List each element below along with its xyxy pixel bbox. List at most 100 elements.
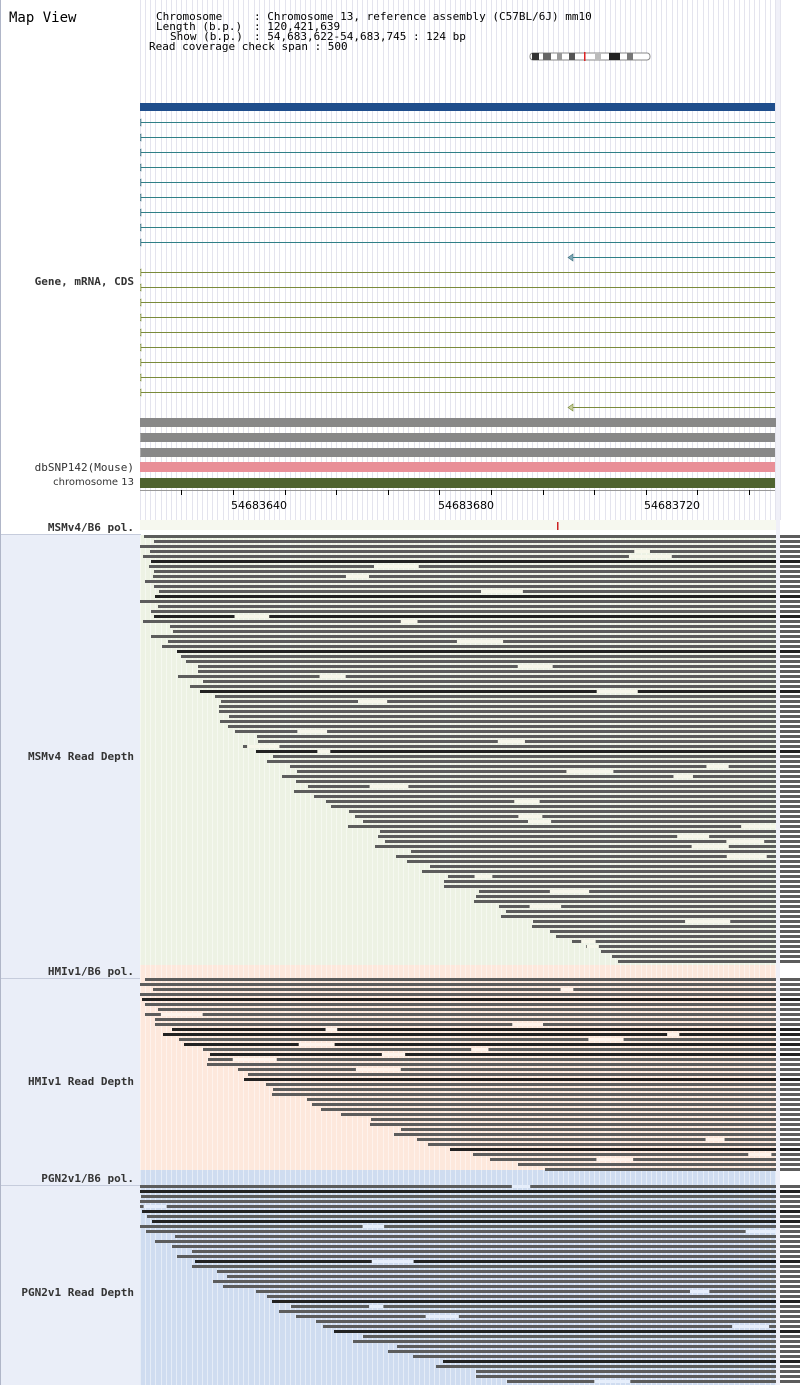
read <box>151 610 800 613</box>
read <box>207 1063 800 1066</box>
mrna-arrow <box>140 193 142 202</box>
grey-bar <box>140 448 775 457</box>
cds-arrow <box>140 268 142 277</box>
app-title: Map View <box>9 10 77 26</box>
read <box>154 570 800 573</box>
read <box>140 1200 800 1203</box>
chromosome-ideogram[interactable] <box>529 52 653 62</box>
read-gap <box>358 700 388 703</box>
read <box>476 1370 800 1373</box>
ruler-tick-label: 54683680 <box>438 499 494 512</box>
read <box>371 1118 800 1121</box>
read <box>443 1360 800 1363</box>
read <box>507 1380 800 1383</box>
read <box>326 800 800 803</box>
read <box>618 960 800 963</box>
read <box>397 1345 800 1348</box>
read-gap <box>497 740 525 743</box>
read-gap <box>594 1380 631 1383</box>
read <box>172 1028 800 1031</box>
read <box>220 720 800 723</box>
read <box>572 940 800 943</box>
chromosome-track-label: chromosome 13 <box>53 477 134 488</box>
read <box>297 770 800 773</box>
read-gap <box>369 1305 384 1308</box>
cds-arrow <box>567 403 574 412</box>
read <box>444 880 800 883</box>
read <box>150 550 800 553</box>
read <box>140 993 800 996</box>
read <box>479 890 800 893</box>
read <box>385 840 800 843</box>
read-gap <box>549 890 590 893</box>
cds-arrow <box>140 373 142 382</box>
read <box>257 735 800 738</box>
read-gap <box>371 1260 414 1263</box>
read-gap <box>566 770 614 773</box>
read <box>143 620 800 623</box>
dbsnp-track-label: dbSNP142(Mouse) <box>34 461 134 474</box>
read <box>154 585 800 588</box>
read <box>190 685 800 688</box>
read <box>422 870 800 873</box>
chromosome-key: Chromosome <box>156 10 223 23</box>
read <box>155 1018 800 1021</box>
read <box>267 760 800 763</box>
read <box>145 580 800 583</box>
read <box>145 1013 800 1016</box>
genome-browser-canvas[interactable]: 54683640 54683680 54683720 <box>140 0 800 1385</box>
read <box>586 945 800 948</box>
polymorphism-mark <box>557 522 559 530</box>
read <box>490 1158 800 1161</box>
hmi-pol-label: HMIv1/B6 pol. <box>47 965 134 978</box>
read <box>203 1048 800 1051</box>
read <box>186 660 800 663</box>
read <box>411 850 800 853</box>
read-gap <box>586 945 599 948</box>
read <box>219 710 800 713</box>
read-gap <box>400 620 418 623</box>
cds-arrow <box>140 388 142 397</box>
read-gap <box>471 1048 489 1051</box>
read <box>612 955 800 958</box>
read <box>213 1280 800 1283</box>
cds-arrow <box>140 343 142 352</box>
read <box>149 565 800 568</box>
read <box>173 630 800 633</box>
read <box>394 1133 800 1136</box>
read-gap <box>732 1325 770 1328</box>
mrna-arrow <box>140 148 142 157</box>
read <box>282 775 800 778</box>
read <box>353 1340 800 1343</box>
grey-bar-arrow <box>140 433 141 442</box>
read <box>203 680 800 683</box>
read-gap <box>596 1158 634 1161</box>
read <box>155 595 800 598</box>
read-gap <box>298 1043 335 1046</box>
read <box>312 1103 800 1106</box>
read <box>533 920 800 923</box>
read <box>545 1168 800 1171</box>
read <box>184 1043 800 1046</box>
read-gap <box>369 785 409 788</box>
read <box>152 1220 800 1223</box>
read <box>235 730 800 733</box>
read <box>314 795 800 798</box>
read <box>296 1315 800 1318</box>
read <box>223 1285 800 1288</box>
track-canvas[interactable]: 54683640 54683680 54683720 <box>140 0 800 1385</box>
read <box>244 1078 800 1081</box>
read-gap <box>673 775 693 778</box>
read <box>177 650 800 653</box>
read <box>272 1093 800 1096</box>
ruler-tick-label: 54683640 <box>231 499 287 512</box>
read <box>198 665 800 668</box>
read <box>179 1038 800 1041</box>
grey-bar <box>140 433 775 442</box>
mrna-arrow <box>140 208 142 217</box>
read-gap <box>726 840 765 843</box>
separator <box>1 534 141 535</box>
dbsnp-bar <box>140 462 775 472</box>
read <box>476 1375 800 1378</box>
read <box>256 1290 800 1293</box>
